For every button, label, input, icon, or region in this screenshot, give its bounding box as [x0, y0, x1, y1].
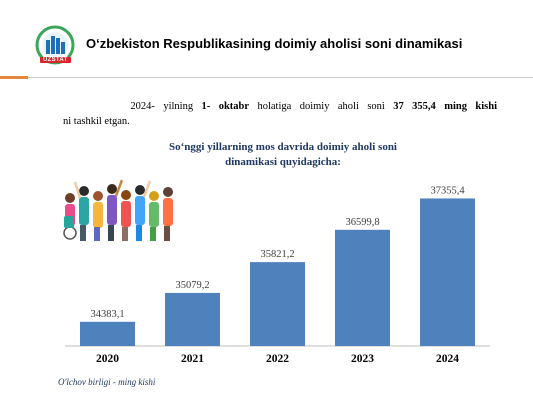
data-label-2021: 35079,2 — [175, 280, 209, 291]
intro-date: 1- oktabr — [201, 101, 250, 112]
data-label-2020: 34383,1 — [90, 309, 124, 320]
chart-subtitle: So‘nggi yillarning mos davrida doimiy ah… — [118, 140, 448, 170]
intro-population: 37 355,4 ming kishi — [393, 101, 498, 112]
header-accent-rule — [0, 76, 28, 79]
people-icon — [63, 179, 173, 241]
data-label-2024: 37355,4 — [430, 185, 465, 196]
intro-text-2: holatiga doimiy aholi soni — [249, 101, 394, 112]
x-tick-2023: 2023 — [351, 353, 374, 365]
crowd-illustration — [63, 179, 173, 241]
logo-caption: UZSTAT — [40, 57, 71, 63]
bar-2023 — [335, 229, 390, 346]
intro-text-1: 2024- yilning — [130, 101, 202, 112]
x-tick-2024: 2024 — [436, 353, 459, 365]
intro-text-3: ni tashkil etgan. — [63, 116, 130, 127]
bar-2021 — [165, 292, 220, 346]
bar-2020 — [80, 321, 135, 346]
data-label-2023: 36599,8 — [345, 217, 379, 228]
chart-subtitle-line-2: dinamikasi quyidagicha: — [225, 156, 341, 168]
uzstat-logo — [35, 25, 75, 65]
chart-subtitle-line-1: So‘nggi yillarning mos davrida doimiy ah… — [169, 141, 397, 153]
intro-paragraph: 2024- yilning 1- oktabr holatiga doimiy … — [63, 99, 497, 129]
page-title: O‘zbekiston Respublikasining doimiy ahol… — [86, 36, 463, 51]
x-tick-2022: 2022 — [266, 353, 289, 365]
data-label-2022: 35821,2 — [260, 249, 294, 260]
x-tick-2021: 2021 — [181, 353, 204, 365]
unit-note: O'lchov birligi - ming kishi — [58, 377, 156, 387]
x-tick-2020: 2020 — [96, 353, 119, 365]
header-divider — [28, 77, 533, 78]
intro-line-1: 2024- yilning 1- oktabr holatiga doimiy … — [63, 99, 497, 114]
bar-2022 — [250, 262, 305, 346]
bar-2024 — [420, 198, 475, 346]
